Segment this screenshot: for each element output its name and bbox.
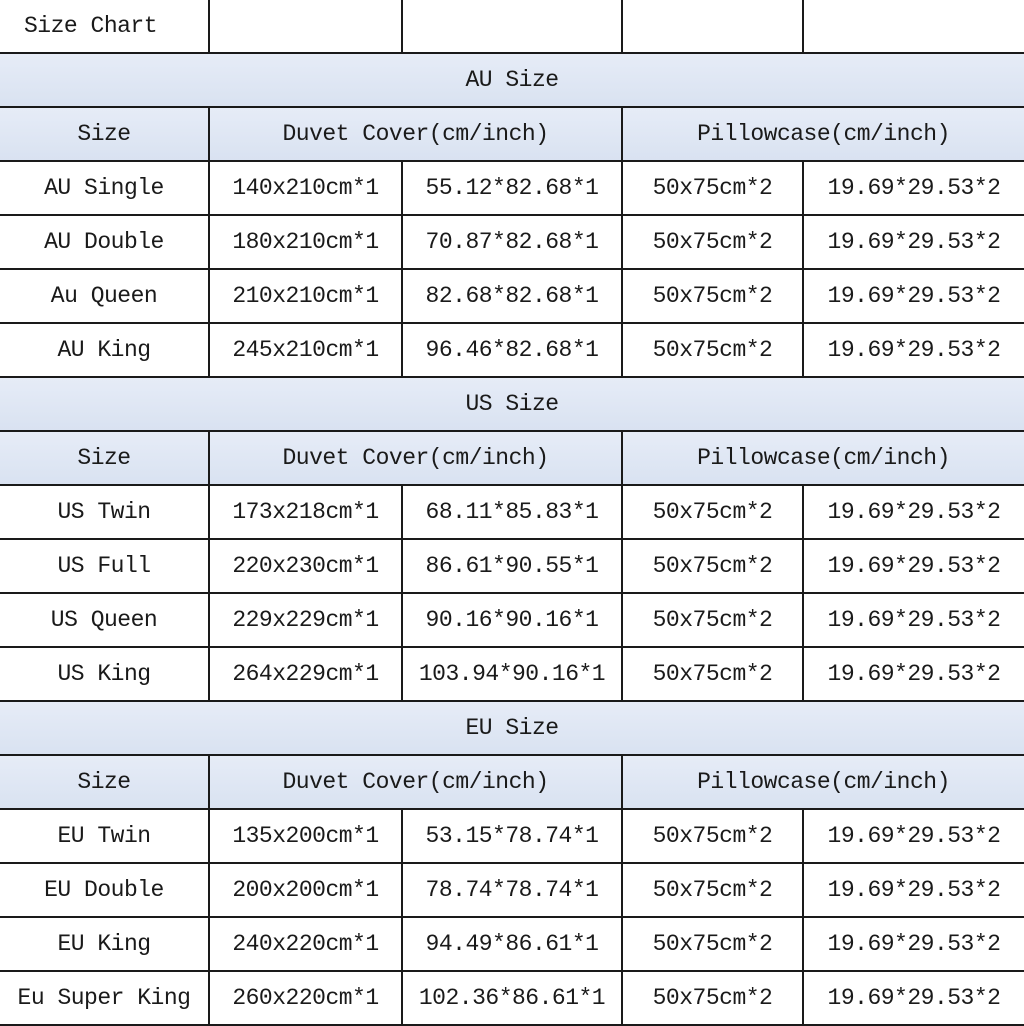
table-row: EU Twin 135x200cm*1 53.15*78.74*1 50x75cm*2… bbox=[0, 808, 1024, 864]
duvet-cm: 135x200cm*1 bbox=[208, 808, 403, 864]
duvet-inch: 103.94*90.16*1 bbox=[401, 646, 623, 702]
header-size: Size bbox=[0, 106, 210, 162]
chart-title: Size Chart bbox=[0, 0, 210, 54]
header-size: Size bbox=[0, 754, 210, 810]
duvet-cm: 200x200cm*1 bbox=[208, 862, 403, 918]
pillow-cm: 50x75cm*2 bbox=[621, 268, 804, 324]
section-row: EU Size bbox=[0, 700, 1024, 756]
pillow-inch: 19.69*29.53*2 bbox=[802, 592, 1024, 648]
duvet-inch: 90.16*90.16*1 bbox=[401, 592, 623, 648]
column-header-row: Size Duvet Cover(cm/inch) Pillowcase(cm/in… bbox=[0, 106, 1024, 162]
header-duvet-cover: Duvet Cover(cm/inch) bbox=[208, 754, 623, 810]
size-name: EU Twin bbox=[0, 808, 210, 864]
pillow-cm: 50x75cm*2 bbox=[621, 808, 804, 864]
header-duvet-cover: Duvet Cover(cm/inch) bbox=[208, 106, 623, 162]
size-name: AU King bbox=[0, 322, 210, 378]
pillow-cm: 50x75cm*2 bbox=[621, 322, 804, 378]
pillow-inch: 19.69*29.53*2 bbox=[802, 214, 1024, 270]
column-header-row: Size Duvet Cover(cm/inch) Pillowcase(cm/in… bbox=[0, 430, 1024, 486]
table-row: AU King 245x210cm*1 96.46*82.68*1 50x75cm*2… bbox=[0, 322, 1024, 378]
duvet-cm: 245x210cm*1 bbox=[208, 322, 403, 378]
pillow-inch: 19.69*29.53*2 bbox=[802, 862, 1024, 918]
duvet-cm: 210x210cm*1 bbox=[208, 268, 403, 324]
pillow-cm: 50x75cm*2 bbox=[621, 592, 804, 648]
pillow-inch: 19.69*29.53*2 bbox=[802, 808, 1024, 864]
duvet-cm: 140x210cm*1 bbox=[208, 160, 403, 216]
pillow-cm: 50x75cm*2 bbox=[621, 214, 804, 270]
pillow-inch: 19.69*29.53*2 bbox=[802, 970, 1024, 1026]
pillow-cm: 50x75cm*2 bbox=[621, 862, 804, 918]
header-pillowcase: Pillowcase(cm/inch) bbox=[621, 754, 1024, 810]
empty-cell bbox=[802, 0, 1024, 54]
title-row: Size Chart bbox=[0, 0, 1024, 54]
section-title: US Size bbox=[0, 376, 1024, 432]
pillow-inch: 19.69*29.53*2 bbox=[802, 538, 1024, 594]
pillow-inch: 19.69*29.53*2 bbox=[802, 160, 1024, 216]
table-row: EU King 240x220cm*1 94.49*86.61*1 50x75cm*2… bbox=[0, 916, 1024, 972]
pillow-cm: 50x75cm*2 bbox=[621, 970, 804, 1026]
section-title: EU Size bbox=[0, 700, 1024, 756]
pillow-inch: 19.69*29.53*2 bbox=[802, 322, 1024, 378]
column-header-row: Size Duvet Cover(cm/inch) Pillowcase(cm/in… bbox=[0, 754, 1024, 810]
duvet-cm: 264x229cm*1 bbox=[208, 646, 403, 702]
duvet-inch: 82.68*82.68*1 bbox=[401, 268, 623, 324]
pillow-inch: 19.69*29.53*2 bbox=[802, 484, 1024, 540]
section-row: US Size bbox=[0, 376, 1024, 432]
duvet-cm: 173x218cm*1 bbox=[208, 484, 403, 540]
duvet-inch: 53.15*78.74*1 bbox=[401, 808, 623, 864]
size-name: AU Single bbox=[0, 160, 210, 216]
size-name: EU Double bbox=[0, 862, 210, 918]
size-name: EU King bbox=[0, 916, 210, 972]
size-name: US Full bbox=[0, 538, 210, 594]
table-row: US Twin 173x218cm*1 68.11*85.83*1 50x75cm*2… bbox=[0, 484, 1024, 540]
duvet-cm: 260x220cm*1 bbox=[208, 970, 403, 1026]
pillow-cm: 50x75cm*2 bbox=[621, 538, 804, 594]
duvet-inch: 78.74*78.74*1 bbox=[401, 862, 623, 918]
duvet-inch: 55.12*82.68*1 bbox=[401, 160, 623, 216]
duvet-cm: 180x210cm*1 bbox=[208, 214, 403, 270]
size-name: US King bbox=[0, 646, 210, 702]
duvet-inch: 96.46*82.68*1 bbox=[401, 322, 623, 378]
pillow-cm: 50x75cm*2 bbox=[621, 646, 804, 702]
duvet-inch: 102.36*86.61*1 bbox=[401, 970, 623, 1026]
table-row: US Queen 229x229cm*1 90.16*90.16*1 50x75cm*… bbox=[0, 592, 1024, 648]
header-pillowcase: Pillowcase(cm/inch) bbox=[621, 430, 1024, 486]
size-name: Au Queen bbox=[0, 268, 210, 324]
header-size: Size bbox=[0, 430, 210, 486]
table-row: Au Queen 210x210cm*1 82.68*82.68*1 50x75cm*… bbox=[0, 268, 1024, 324]
section-row: AU Size bbox=[0, 52, 1024, 108]
table-row: US Full 220x230cm*1 86.61*90.55*1 50x75cm*2… bbox=[0, 538, 1024, 594]
size-name: AU Double bbox=[0, 214, 210, 270]
duvet-cm: 220x230cm*1 bbox=[208, 538, 403, 594]
size-name: US Twin bbox=[0, 484, 210, 540]
empty-cell bbox=[621, 0, 804, 54]
pillow-cm: 50x75cm*2 bbox=[621, 484, 804, 540]
table-row: EU Double 200x200cm*1 78.74*78.74*1 50x75cm… bbox=[0, 862, 1024, 918]
empty-cell bbox=[401, 0, 623, 54]
table-row: Eu Super King 260x220cm*1 102.36*86.61*1 50… bbox=[0, 970, 1024, 1026]
pillow-cm: 50x75cm*2 bbox=[621, 160, 804, 216]
header-pillowcase: Pillowcase(cm/inch) bbox=[621, 106, 1024, 162]
table-row: AU Double 180x210cm*1 70.87*82.68*1 50x75cm… bbox=[0, 214, 1024, 270]
empty-cell bbox=[208, 0, 403, 54]
pillow-cm: 50x75cm*2 bbox=[621, 916, 804, 972]
table-row: US King 264x229cm*1 103.94*90.16*1 50x75cm*… bbox=[0, 646, 1024, 702]
size-name: Eu Super King bbox=[0, 970, 210, 1026]
header-duvet-cover: Duvet Cover(cm/inch) bbox=[208, 430, 623, 486]
duvet-inch: 94.49*86.61*1 bbox=[401, 916, 623, 972]
table-row: AU Single 140x210cm*1 55.12*82.68*1 50x75cm… bbox=[0, 160, 1024, 216]
duvet-cm: 229x229cm*1 bbox=[208, 592, 403, 648]
duvet-inch: 86.61*90.55*1 bbox=[401, 538, 623, 594]
size-name: US Queen bbox=[0, 592, 210, 648]
pillow-inch: 19.69*29.53*2 bbox=[802, 916, 1024, 972]
duvet-inch: 70.87*82.68*1 bbox=[401, 214, 623, 270]
section-title: AU Size bbox=[0, 52, 1024, 108]
duvet-cm: 240x220cm*1 bbox=[208, 916, 403, 972]
duvet-inch: 68.11*85.83*1 bbox=[401, 484, 623, 540]
pillow-inch: 19.69*29.53*2 bbox=[802, 268, 1024, 324]
pillow-inch: 19.69*29.53*2 bbox=[802, 646, 1024, 702]
